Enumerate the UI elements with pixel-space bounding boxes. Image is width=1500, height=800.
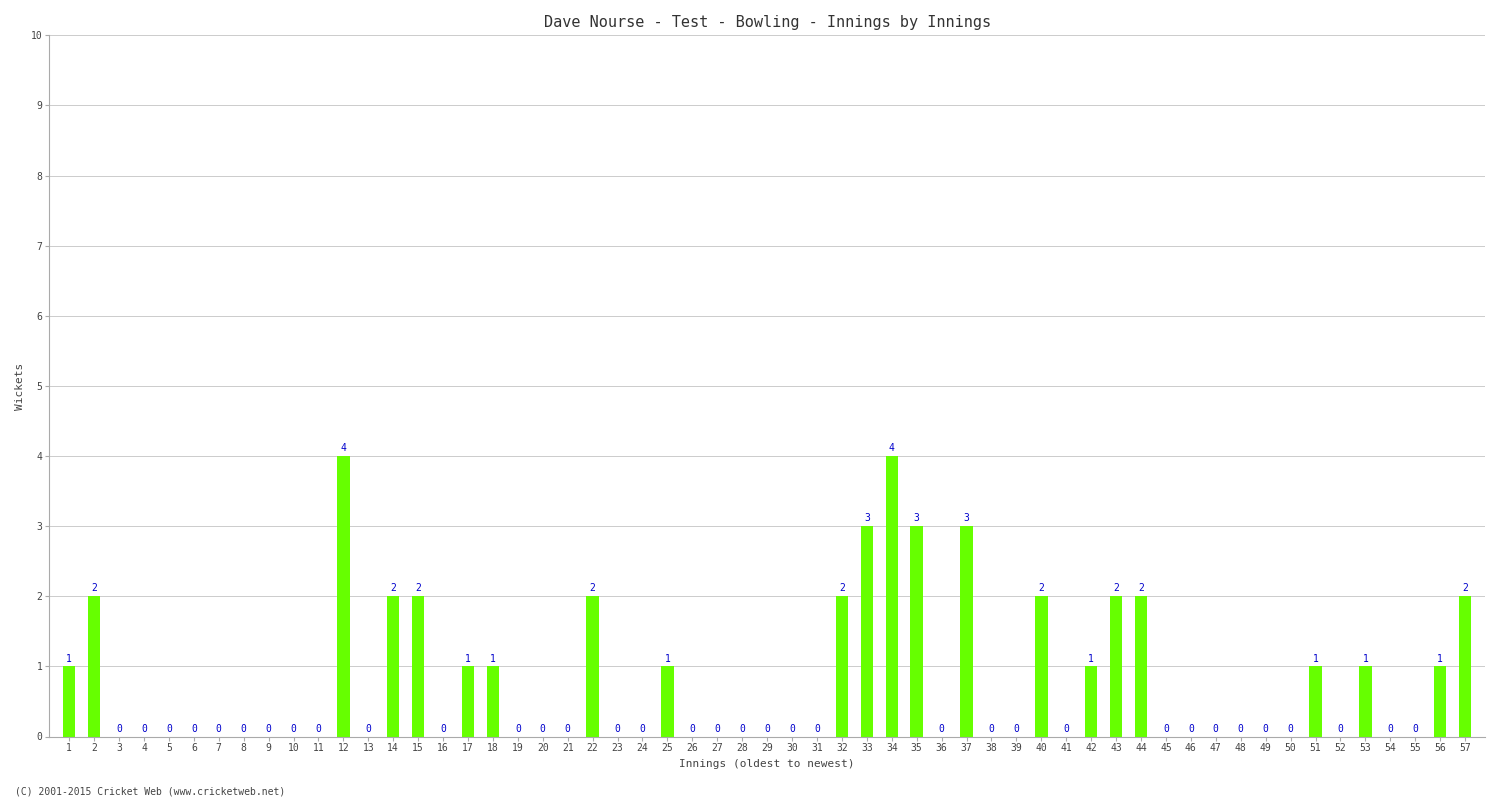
Bar: [1035, 596, 1047, 737]
Text: 1: 1: [1362, 654, 1368, 663]
Text: 0: 0: [141, 724, 147, 734]
Y-axis label: Wickets: Wickets: [15, 362, 26, 410]
Bar: [586, 596, 598, 737]
Text: 2: 2: [416, 583, 422, 594]
Text: 0: 0: [1188, 724, 1194, 734]
Bar: [910, 526, 922, 737]
Text: 0: 0: [216, 724, 222, 734]
Text: 0: 0: [639, 724, 645, 734]
Text: 3: 3: [914, 514, 920, 523]
Bar: [1310, 666, 1322, 737]
Title: Dave Nourse - Test - Bowling - Innings by Innings: Dave Nourse - Test - Bowling - Innings b…: [543, 15, 990, 30]
Text: 0: 0: [1388, 724, 1394, 734]
Text: 0: 0: [190, 724, 196, 734]
Bar: [338, 456, 350, 737]
Text: 2: 2: [92, 583, 98, 594]
Bar: [63, 666, 75, 737]
Text: 0: 0: [366, 724, 370, 734]
Text: 0: 0: [1014, 724, 1020, 734]
Bar: [861, 526, 873, 737]
Text: 3: 3: [864, 514, 870, 523]
Text: 0: 0: [1263, 724, 1269, 734]
Text: 0: 0: [740, 724, 746, 734]
Bar: [88, 596, 101, 737]
Text: 1: 1: [1312, 654, 1318, 663]
Bar: [1084, 666, 1098, 737]
Text: 0: 0: [690, 724, 696, 734]
Text: 2: 2: [1138, 583, 1144, 594]
Text: 0: 0: [315, 724, 321, 734]
Text: 0: 0: [1238, 724, 1244, 734]
Text: 2: 2: [1038, 583, 1044, 594]
Text: 0: 0: [789, 724, 795, 734]
Text: 2: 2: [839, 583, 844, 594]
Text: 0: 0: [514, 724, 520, 734]
Bar: [486, 666, 500, 737]
Text: 4: 4: [340, 443, 346, 454]
Bar: [885, 456, 898, 737]
Text: 0: 0: [988, 724, 994, 734]
Text: 0: 0: [566, 724, 570, 734]
Text: 1: 1: [1088, 654, 1094, 663]
Text: 2: 2: [390, 583, 396, 594]
Text: 0: 0: [1162, 724, 1168, 734]
Text: 1: 1: [1437, 654, 1443, 663]
Text: (C) 2001-2015 Cricket Web (www.cricketweb.net): (C) 2001-2015 Cricket Web (www.cricketwe…: [15, 786, 285, 796]
Bar: [1136, 596, 1148, 737]
Text: 0: 0: [1064, 724, 1070, 734]
Text: 1: 1: [66, 654, 72, 663]
Bar: [662, 666, 674, 737]
Text: 0: 0: [815, 724, 821, 734]
Bar: [1110, 596, 1122, 737]
Text: 4: 4: [890, 443, 894, 454]
Text: 0: 0: [714, 724, 720, 734]
Text: 0: 0: [615, 724, 621, 734]
Text: 0: 0: [939, 724, 945, 734]
Text: 0: 0: [1413, 724, 1418, 734]
Text: 2: 2: [1113, 583, 1119, 594]
Bar: [1359, 666, 1371, 737]
Bar: [413, 596, 424, 737]
Text: 3: 3: [963, 514, 969, 523]
Text: 1: 1: [490, 654, 496, 663]
Text: 0: 0: [540, 724, 546, 734]
Text: 0: 0: [1338, 724, 1344, 734]
Bar: [960, 526, 974, 737]
Bar: [387, 596, 399, 737]
Text: 0: 0: [266, 724, 272, 734]
Text: 0: 0: [240, 724, 246, 734]
Bar: [1434, 666, 1446, 737]
Text: 2: 2: [1462, 583, 1468, 594]
Text: 2: 2: [590, 583, 596, 594]
Text: 0: 0: [291, 724, 297, 734]
Text: 0: 0: [1214, 724, 1218, 734]
Bar: [462, 666, 474, 737]
Bar: [836, 596, 848, 737]
Text: 1: 1: [465, 654, 471, 663]
Text: 1: 1: [664, 654, 670, 663]
Text: 0: 0: [440, 724, 446, 734]
X-axis label: Innings (oldest to newest): Innings (oldest to newest): [680, 759, 855, 769]
Text: 0: 0: [764, 724, 770, 734]
Text: 0: 0: [166, 724, 172, 734]
Bar: [1460, 596, 1472, 737]
Text: 0: 0: [116, 724, 122, 734]
Text: 0: 0: [1287, 724, 1293, 734]
